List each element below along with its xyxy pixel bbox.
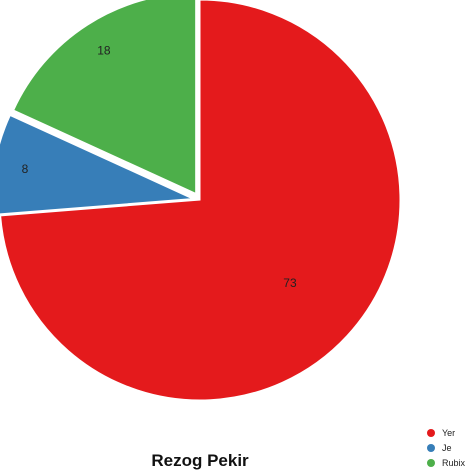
slice-label-je: 8 xyxy=(22,162,29,176)
pie-slice-yer xyxy=(0,0,401,401)
legend: Yer Je Rubix xyxy=(427,428,466,468)
chart-title: Rezog Pekir xyxy=(151,451,249,470)
pie-slice-rubix xyxy=(13,0,197,195)
legend-label-yer: Yer xyxy=(442,428,455,438)
legend-marker-yer xyxy=(427,429,435,437)
slice-labels: 73 8 18 xyxy=(22,43,297,290)
slice-label-yer: 73 xyxy=(283,276,297,290)
legend-label-rubix: Rubix xyxy=(442,458,466,468)
slice-label-rubix: 18 xyxy=(97,43,111,57)
pie-slices xyxy=(0,0,401,401)
legend-label-je: Je xyxy=(442,443,452,453)
legend-marker-je xyxy=(427,444,435,452)
pie-slice-je xyxy=(0,114,195,215)
legend-marker-rubix xyxy=(427,459,435,467)
